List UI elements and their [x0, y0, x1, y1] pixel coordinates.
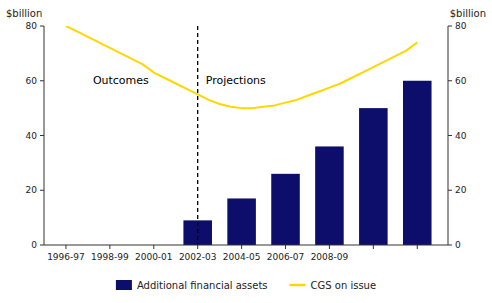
x-tick-label: 1996-97	[47, 252, 85, 262]
reference-line	[197, 26, 198, 245]
y2-axis-label: $billion	[450, 8, 486, 19]
y2-tick	[448, 135, 452, 136]
y-tick-label: 80	[26, 21, 38, 31]
y2-tick	[448, 245, 452, 246]
y2-tick-label: 20	[455, 185, 467, 195]
y2-tick-label: 0	[455, 240, 461, 250]
legend-label: CGS on issue	[311, 280, 377, 291]
y2-tick	[448, 80, 452, 81]
x-tick	[417, 245, 418, 249]
x-tick	[153, 245, 154, 249]
y2-tick	[448, 190, 452, 191]
y2-tick-label: 40	[455, 131, 467, 141]
y-tick-label: 40	[26, 131, 38, 141]
bar	[315, 146, 344, 245]
x-tick-label: 1998-99	[91, 252, 129, 262]
y-tick	[40, 135, 44, 136]
annotation: Outcomes	[93, 74, 149, 87]
y-tick	[40, 245, 44, 246]
y2-tick	[448, 26, 452, 27]
y-tick	[40, 26, 44, 27]
y-tick-label: 20	[26, 185, 38, 195]
legend-item: CGS on issue	[290, 280, 377, 291]
x-tick-label: 2004-05	[223, 252, 261, 262]
bar	[271, 174, 300, 245]
legend: Additional financial assets CGS on issue	[116, 280, 376, 291]
x-tick-label: 2006-07	[267, 252, 305, 262]
y2-tick-label: 80	[455, 21, 467, 31]
x-tick	[65, 245, 66, 249]
x-tick	[241, 245, 242, 249]
x-tick-label: 2000-01	[135, 252, 173, 262]
y-tick-label: 60	[26, 76, 38, 86]
x-axis-line	[44, 245, 448, 246]
y-axis-label: $billion	[6, 8, 42, 19]
y-tick-label: 0	[31, 240, 37, 250]
x-tick-label: 2008-09	[311, 252, 349, 262]
x-tick-label: 2002-03	[179, 252, 217, 262]
y-tick	[40, 190, 44, 191]
axes: 1996-97 1998-99 2000-01 2002-03 2004-05 2006-…	[26, 21, 467, 262]
bar	[227, 198, 256, 245]
x-tick	[329, 245, 330, 249]
annotation: Projections	[206, 74, 266, 87]
x-tick	[197, 245, 198, 249]
legend-swatch	[290, 284, 306, 287]
legend-item: Additional financial assets	[116, 280, 268, 291]
bar	[403, 81, 432, 245]
legend-swatch	[116, 280, 132, 290]
chart: 1996-97 1998-99 2000-01 2002-03 2004-05 2006-…	[0, 0, 492, 303]
legend-label: Additional financial assets	[137, 280, 268, 291]
x-tick	[285, 245, 286, 249]
x-tick	[373, 245, 374, 249]
bar	[359, 108, 388, 245]
line	[66, 26, 417, 108]
y-tick	[40, 80, 44, 81]
x-tick	[109, 245, 110, 249]
plot-area	[66, 26, 432, 245]
y2-tick-label: 60	[455, 76, 467, 86]
